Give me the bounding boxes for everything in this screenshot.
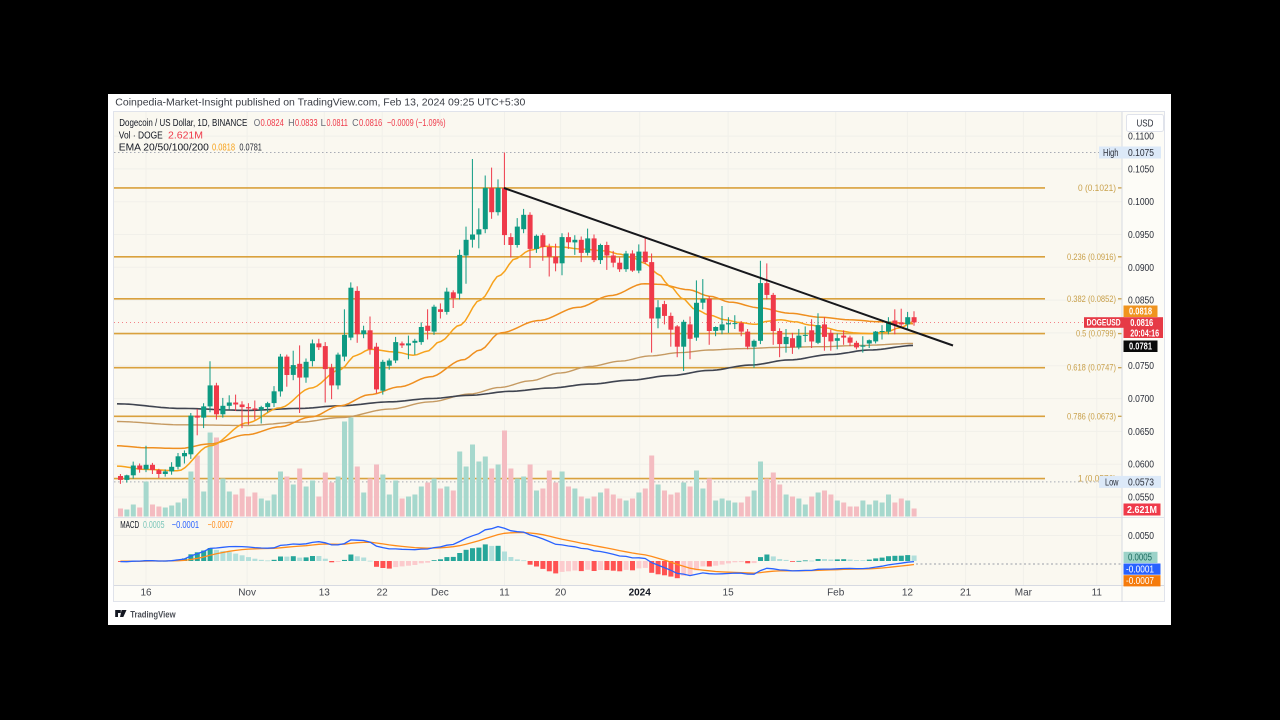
svg-text:Dec: Dec — [431, 588, 449, 599]
svg-text:21: 21 — [960, 588, 972, 599]
svg-text:20:04:16: 20:04:16 — [1130, 328, 1159, 339]
svg-text:−0.0009 (−1.09%): −0.0009 (−1.09%) — [387, 118, 446, 129]
svg-text:Feb: Feb — [827, 588, 845, 599]
svg-text:0.0824: 0.0824 — [261, 118, 285, 129]
svg-text:0.382 (0.0852): 0.382 (0.0852) — [1067, 294, 1116, 304]
svg-text:Coinpedia-Market-Insight publi: Coinpedia-Market-Insight published on Tr… — [115, 97, 525, 109]
svg-text:0.0850: 0.0850 — [1128, 296, 1154, 307]
svg-text:15: 15 — [723, 588, 735, 599]
svg-text:0.0950: 0.0950 — [1128, 230, 1154, 241]
svg-text:DOGEUSD: DOGEUSD — [1087, 318, 1121, 329]
svg-text:0.0833: 0.0833 — [295, 118, 318, 129]
svg-text:11: 11 — [499, 588, 510, 599]
svg-text:0.1000: 0.1000 — [1128, 197, 1154, 208]
svg-text:MACD: MACD — [120, 520, 139, 531]
svg-text:High: High — [1103, 148, 1119, 159]
svg-text:20: 20 — [555, 588, 567, 599]
svg-text:0.1075: 0.1075 — [1128, 148, 1154, 159]
svg-text:0.0816: 0.0816 — [359, 118, 383, 129]
svg-text:0.618 (0.0747): 0.618 (0.0747) — [1067, 363, 1116, 373]
svg-text:Mar: Mar — [1015, 588, 1033, 599]
svg-text:−0.0001: −0.0001 — [172, 520, 200, 531]
svg-text:H: H — [288, 118, 295, 129]
svg-text:16: 16 — [140, 588, 152, 599]
svg-text:TradingView: TradingView — [130, 609, 176, 619]
svg-text:L: L — [321, 118, 327, 129]
svg-text:13: 13 — [319, 588, 331, 599]
svg-text:0.236 (0.0916): 0.236 (0.0916) — [1067, 252, 1116, 262]
svg-text:Vol · DOGE: Vol · DOGE — [119, 131, 163, 142]
svg-text:0.0818: 0.0818 — [212, 143, 235, 154]
svg-text:0.0781: 0.0781 — [239, 143, 262, 154]
svg-text:0.0600: 0.0600 — [1128, 460, 1154, 471]
svg-text:Nov: Nov — [238, 588, 256, 599]
svg-text:Dogecoin / US Dollar, 1D, BINA: Dogecoin / US Dollar, 1D, BINANCE — [119, 118, 247, 129]
svg-text:0 (0.1021): 0 (0.1021) — [1078, 183, 1116, 193]
svg-text:2.621M: 2.621M — [168, 131, 203, 142]
svg-text:0.0750: 0.0750 — [1128, 361, 1154, 372]
svg-text:-0.0007: -0.0007 — [1126, 576, 1154, 587]
svg-text:0.0816: 0.0816 — [1130, 318, 1153, 329]
svg-text:1 (0.0576): 1 (0.0576) — [1078, 474, 1116, 484]
svg-text:0.0811: 0.0811 — [327, 118, 349, 129]
svg-text:USD: USD — [1137, 119, 1154, 130]
svg-text:11: 11 — [1092, 588, 1103, 599]
svg-text:0.0005: 0.0005 — [1128, 553, 1152, 564]
svg-text:0.786 (0.0673): 0.786 (0.0673) — [1067, 411, 1116, 421]
svg-text:O: O — [254, 118, 261, 129]
svg-text:0.0573: 0.0573 — [1128, 477, 1154, 488]
svg-text:0.0650: 0.0650 — [1128, 427, 1154, 438]
svg-text:2.621M: 2.621M — [1127, 505, 1157, 516]
svg-text:0.1050: 0.1050 — [1128, 164, 1154, 175]
svg-text:0.0005: 0.0005 — [143, 520, 165, 531]
svg-text:0.0900: 0.0900 — [1128, 263, 1154, 274]
svg-text:Low: Low — [1105, 477, 1119, 488]
svg-text:0.0550: 0.0550 — [1128, 493, 1154, 504]
svg-text:22: 22 — [377, 588, 389, 599]
svg-text:0.0781: 0.0781 — [1129, 342, 1152, 353]
svg-text:-0.0001: -0.0001 — [1126, 564, 1154, 575]
svg-text:EMA 20/50/100/200: EMA 20/50/100/200 — [119, 143, 209, 154]
svg-text:0.0050: 0.0050 — [1128, 531, 1154, 542]
svg-text:0.0818: 0.0818 — [1129, 307, 1152, 318]
svg-text:0.5 (0.0799): 0.5 (0.0799) — [1076, 329, 1116, 339]
svg-text:2024: 2024 — [629, 588, 652, 599]
svg-text:−0.0007: −0.0007 — [208, 520, 234, 531]
svg-text:C: C — [352, 118, 359, 129]
svg-text:0.0700: 0.0700 — [1128, 394, 1154, 405]
svg-text:12: 12 — [902, 588, 914, 599]
svg-text:0.1100: 0.1100 — [1128, 132, 1154, 143]
